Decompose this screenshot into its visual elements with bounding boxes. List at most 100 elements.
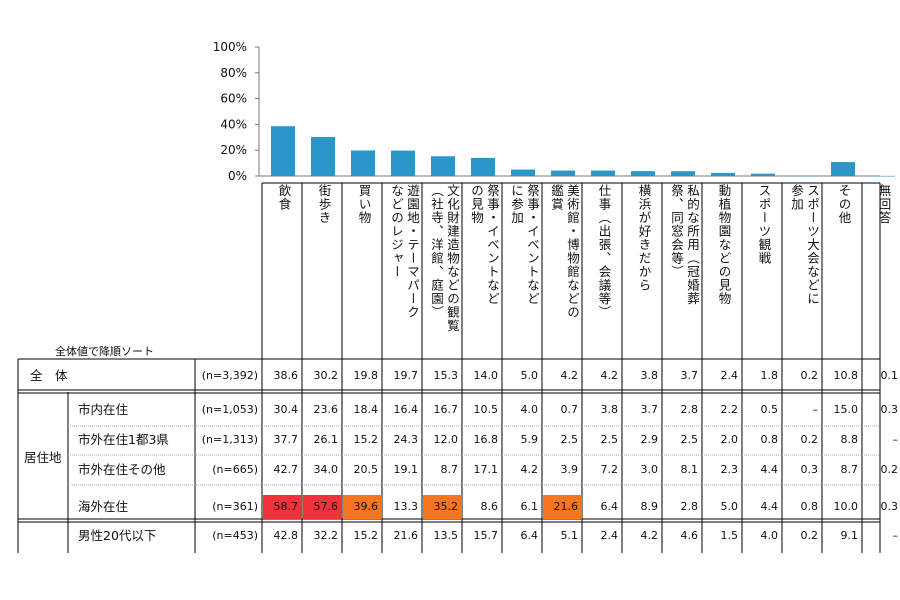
- column-header: その他: [835, 184, 852, 359]
- table-cell: 2.9: [640, 433, 659, 446]
- column-header: スポーツ観戦: [755, 184, 772, 359]
- table-cell: 30.4: [273, 403, 299, 416]
- row-label: 市外在住1都3県: [78, 432, 169, 447]
- column-header-line: 美術館・博物館などの: [565, 184, 580, 319]
- table-cell: 2.4: [720, 369, 739, 382]
- bar: [751, 173, 775, 176]
- table-cell: 4.6: [680, 529, 699, 542]
- column-header-line: （社寺、洋館、庭園）: [429, 184, 444, 319]
- bar: [511, 169, 535, 176]
- table-cell: 2.8: [680, 500, 699, 513]
- column-header-line: 参加: [789, 184, 804, 211]
- table-cell: 2.5: [600, 433, 619, 446]
- table-cell: 4.2: [600, 369, 619, 382]
- table-cell: 39.6: [343, 495, 382, 519]
- table-cell: –: [892, 433, 899, 446]
- bar: [351, 150, 375, 176]
- table-cell: 19.1: [393, 463, 419, 476]
- column-header-line: 動植物園などの見物: [716, 184, 732, 306]
- table-cell: 19.7: [393, 369, 419, 382]
- table-cell: 15.7: [473, 529, 499, 542]
- y-tick-label: 0%: [228, 169, 247, 183]
- row-sample-size: (n=3,392): [201, 369, 258, 382]
- table-cell: 24.3: [393, 433, 419, 446]
- table-cell: 8.6: [480, 500, 499, 513]
- bar: [591, 170, 615, 176]
- row-sample-size: (n=665): [212, 463, 258, 476]
- table-cell: 42.7: [273, 463, 299, 476]
- table-cell: 3.9: [560, 463, 579, 476]
- table-cell: 4.2: [640, 529, 659, 542]
- column-header-line: の見物: [469, 184, 484, 225]
- bar: [831, 162, 855, 176]
- sort-note: 全体値で降順ソート: [55, 345, 154, 358]
- column-header-line: スポーツ大会などに: [805, 184, 820, 306]
- bar: [311, 137, 335, 176]
- table-cell: 0.2: [800, 369, 819, 382]
- table-cell: 0.3: [880, 500, 899, 513]
- table-cell: 16.7: [433, 403, 459, 416]
- bar: [271, 126, 295, 176]
- column-header-line: スポーツ観戦: [756, 184, 772, 265]
- column-header-line: 街歩き: [316, 184, 332, 225]
- y-tick-label: 20%: [220, 143, 247, 157]
- column-header-line: 買い物: [356, 184, 372, 225]
- table-cell: 1.8: [760, 369, 779, 382]
- column-header: スポーツ大会などに 参加: [786, 184, 820, 359]
- table-cell: –: [812, 403, 819, 416]
- column-header-line: 私的な所用（冠婚葬: [685, 184, 700, 306]
- table-cell: 8.1: [680, 463, 699, 476]
- column-header: 私的な所用（冠婚葬 祭、同窓会等）: [666, 184, 700, 359]
- column-header-line: に参加: [509, 184, 524, 225]
- table-cell: 15.3: [433, 369, 459, 382]
- y-tick-label: 100%: [213, 40, 247, 54]
- table-cell: 26.1: [313, 433, 339, 446]
- row-label: 市外在住その他: [78, 462, 166, 477]
- column-header-line: 文化財建造物などの観覧: [445, 184, 460, 333]
- table-cell: 3.8: [600, 403, 619, 416]
- table-cell: 35.2: [423, 495, 462, 519]
- row-label: 市内在住: [78, 402, 129, 417]
- bar: [551, 170, 575, 176]
- column-header: 動植物園などの見物: [715, 184, 732, 359]
- table-cell: 58.7: [263, 495, 302, 519]
- table-cell: 5.0: [520, 369, 539, 382]
- table-cell: 4.0: [520, 403, 539, 416]
- table-cell: 0.5: [760, 403, 779, 416]
- table-cell: 3.7: [680, 369, 699, 382]
- table-cell: 8.7: [440, 463, 459, 476]
- column-header-line: 無回答: [876, 184, 892, 225]
- table-cell: 8.8: [840, 433, 859, 446]
- table-cell: 16.8: [473, 433, 499, 446]
- table-cell: 0.2: [800, 529, 819, 542]
- group-label: 居住地: [24, 450, 62, 465]
- table-cell: 6.1: [520, 500, 539, 513]
- table-cell: 4.2: [560, 369, 579, 382]
- table-cell: 2.2: [720, 403, 739, 416]
- table-cell: 15.0: [833, 403, 859, 416]
- bar: [471, 157, 495, 176]
- table-cell: 2.4: [600, 529, 619, 542]
- bar: [791, 175, 815, 177]
- table-cell: 0.1: [880, 369, 899, 382]
- table-cell: 21.6: [543, 495, 582, 519]
- column-header: 飲食: [275, 184, 292, 359]
- bar: [711, 172, 735, 176]
- bar: [871, 175, 895, 177]
- table-cell: 21.6: [393, 529, 419, 542]
- table-cell: 2.8: [680, 403, 699, 416]
- table-cell: 0.3: [800, 463, 819, 476]
- table-cell: 1.5: [720, 529, 739, 542]
- column-header: 横浜が好きだから: [635, 184, 652, 359]
- table-cell: 0.2: [880, 463, 899, 476]
- table-cell: 17.1: [473, 463, 499, 476]
- y-tick-label: 40%: [220, 117, 247, 131]
- bar: [671, 171, 695, 176]
- column-header-line: 祭事・イベントなど: [485, 184, 500, 306]
- table-cell: 3.8: [640, 369, 659, 382]
- table-cell: –: [892, 529, 899, 542]
- table-cell: 0.2: [800, 433, 819, 446]
- table-cell: 13.5: [433, 529, 459, 542]
- table-cell: 7.2: [600, 463, 619, 476]
